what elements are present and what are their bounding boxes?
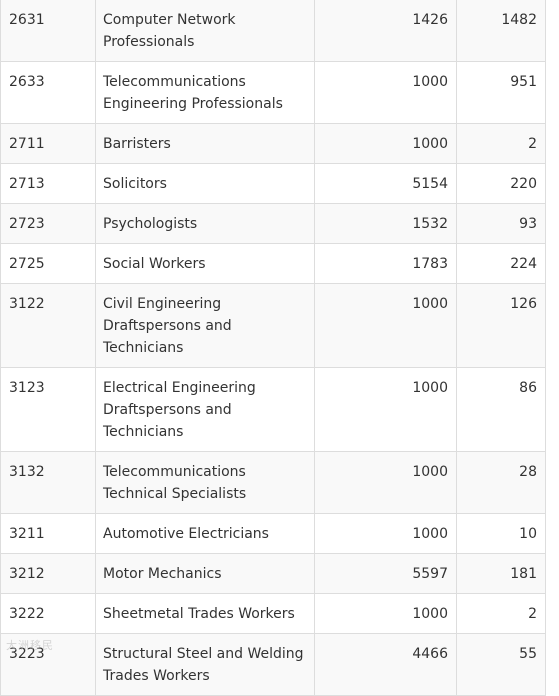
invitations-issued: 2 [456,593,546,634]
table-row: 2711 Barristers 1000 2 [0,123,546,164]
occupation-ceiling: 5597 [314,553,457,594]
occupation-ceiling: 1000 [314,283,457,368]
occupation-code: 3132 [0,451,96,514]
occupation-ceiling: 5154 [314,163,457,204]
occupation-ceiling: 1000 [314,513,457,554]
occupation-name: Motor Mechanics [95,553,315,594]
table-row: 2633 Telecommunications Engineering Prof… [0,61,546,124]
table-row: 3223 Structural Steel and Welding Trades… [0,633,546,696]
occupation-name: Electrical Engineering Draftspersons and… [95,367,315,452]
invitations-issued: 93 [456,203,546,244]
occupation-ceiling: 1000 [314,451,457,514]
invitations-issued: 220 [456,163,546,204]
invitations-issued: 126 [456,283,546,368]
watermark: 大洲移民 [6,639,54,652]
occupation-code: 2711 [0,123,96,164]
occupation-code: 3122 [0,283,96,368]
invitations-issued: 2 [456,123,546,164]
occupation-ceiling: 1000 [314,593,457,634]
occupation-name: Sheetmetal Trades Workers [95,593,315,634]
occupation-name: Telecommunications Technical Specialists [95,451,315,514]
occupation-name: Civil Engineering Draftspersons and Tech… [95,283,315,368]
occupation-code: 3211 [0,513,96,554]
occupation-ceiling: 1000 [314,61,457,124]
table-row: 3212 Motor Mechanics 5597 181 [0,553,546,594]
occupation-table-body: 2631 Computer Network Professionals 1426… [0,0,546,696]
invitations-issued: 55 [456,633,546,696]
occupation-code: 3222 [0,593,96,634]
occupation-ceiling: 1000 [314,123,457,164]
table-row: 3132 Telecommunications Technical Specia… [0,451,546,514]
occupation-name: Psychologists [95,203,315,244]
table-row: 2631 Computer Network Professionals 1426… [0,0,546,62]
occupation-code: 2633 [0,61,96,124]
invitations-issued: 181 [456,553,546,594]
occupation-name: Telecommunications Engineering Professio… [95,61,315,124]
occupation-name: Structural Steel and Welding Trades Work… [95,633,315,696]
occupation-table: 2631 Computer Network Professionals 1426… [0,0,546,696]
occupation-code: 2631 [0,0,96,62]
table-row: 3122 Civil Engineering Draftspersons and… [0,283,546,368]
table-row: 3123 Electrical Engineering Draftsperson… [0,367,546,452]
occupation-name: Barristers [95,123,315,164]
occupation-name: Social Workers [95,243,315,284]
occupation-code: 3123 [0,367,96,452]
occupation-code: 2723 [0,203,96,244]
invitations-issued: 86 [456,367,546,452]
table-row: 3222 Sheetmetal Trades Workers 1000 2 [0,593,546,634]
occupation-ceiling: 1783 [314,243,457,284]
occupation-name: Computer Network Professionals [95,0,315,62]
occupation-name: Solicitors [95,163,315,204]
table-row: 2723 Psychologists 1532 93 [0,203,546,244]
occupation-ceiling: 1426 [314,0,457,62]
table-row: 3211 Automotive Electricians 1000 10 [0,513,546,554]
table-row: 2713 Solicitors 5154 220 [0,163,546,204]
occupation-code: 2725 [0,243,96,284]
occupation-name: Automotive Electricians [95,513,315,554]
invitations-issued: 224 [456,243,546,284]
invitations-issued: 28 [456,451,546,514]
occupation-ceiling: 4466 [314,633,457,696]
occupation-code: 2713 [0,163,96,204]
table-row: 2725 Social Workers 1783 224 [0,243,546,284]
invitations-issued: 10 [456,513,546,554]
invitations-issued: 1482 [456,0,546,62]
occupation-ceiling: 1532 [314,203,457,244]
invitations-issued: 951 [456,61,546,124]
occupation-ceiling: 1000 [314,367,457,452]
occupation-code: 3212 [0,553,96,594]
